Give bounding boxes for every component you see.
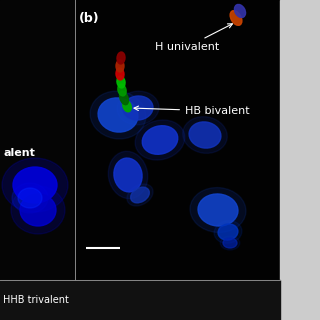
Ellipse shape <box>120 91 128 105</box>
Ellipse shape <box>20 194 56 226</box>
Text: HHB trivalent: HHB trivalent <box>3 295 69 305</box>
Bar <box>280 0 320 320</box>
Ellipse shape <box>183 117 227 153</box>
Ellipse shape <box>127 184 153 206</box>
Ellipse shape <box>123 96 153 120</box>
Ellipse shape <box>223 238 237 248</box>
Ellipse shape <box>190 188 246 232</box>
Ellipse shape <box>116 68 124 80</box>
Ellipse shape <box>135 120 185 160</box>
Ellipse shape <box>98 98 138 132</box>
Ellipse shape <box>235 4 245 18</box>
Text: HB bivalent: HB bivalent <box>134 106 250 116</box>
Ellipse shape <box>131 187 149 203</box>
Ellipse shape <box>220 236 240 250</box>
Ellipse shape <box>11 186 65 234</box>
Bar <box>0 280 280 320</box>
Ellipse shape <box>230 11 242 25</box>
Ellipse shape <box>108 151 148 199</box>
Ellipse shape <box>123 100 131 112</box>
Ellipse shape <box>142 126 178 154</box>
Text: H univalent: H univalent <box>155 24 232 52</box>
Ellipse shape <box>114 158 142 192</box>
Ellipse shape <box>13 167 57 203</box>
Ellipse shape <box>117 91 159 125</box>
Text: alent: alent <box>3 148 35 158</box>
Ellipse shape <box>90 91 146 139</box>
Ellipse shape <box>118 84 126 96</box>
Bar <box>76 0 280 280</box>
Ellipse shape <box>116 60 124 72</box>
Ellipse shape <box>189 122 221 148</box>
Ellipse shape <box>218 224 238 240</box>
Bar <box>0 0 75 280</box>
Ellipse shape <box>2 158 68 212</box>
Ellipse shape <box>214 221 242 243</box>
Ellipse shape <box>117 52 125 64</box>
Ellipse shape <box>12 183 48 213</box>
Ellipse shape <box>117 76 125 88</box>
Ellipse shape <box>198 194 238 226</box>
Ellipse shape <box>18 188 42 208</box>
Text: (b): (b) <box>79 12 100 25</box>
